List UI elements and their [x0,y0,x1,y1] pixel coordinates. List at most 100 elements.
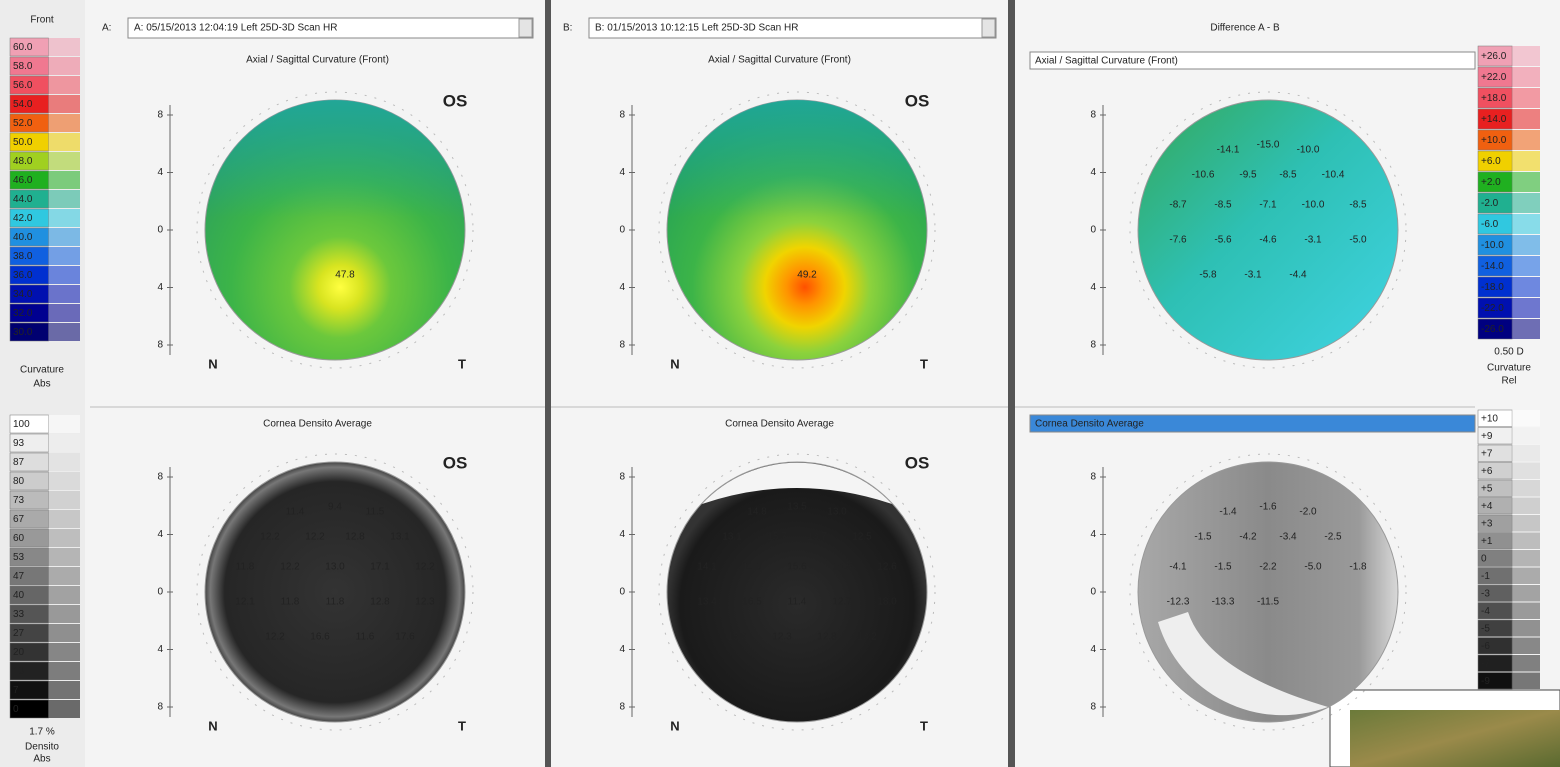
top-map-title: Axial / Sagittal Curvature (Front) [246,55,389,66]
scale-swatch-tail [1512,445,1540,462]
scale-swatch-tail [49,95,81,113]
scale-label: -14.0 [1481,261,1504,272]
scale-label: 30.0 [13,327,33,338]
scale-label: 73 [13,495,25,506]
scale-swatch-tail [49,548,81,566]
scale-swatch-tail [1512,214,1540,234]
scale-label: 27 [13,628,25,639]
scale-swatch-tail [49,133,81,151]
curvature-value: -10.0 [1302,200,1325,211]
curvature-value: -15.0 [1257,140,1280,151]
scale-label: 40 [13,590,25,601]
eye-label: OS [443,453,468,472]
scale-label: 56.0 [13,80,33,91]
scale-swatch-tail [49,114,81,132]
scale-label: 50.0 [13,137,33,148]
density-value: 11.5 [366,507,385,518]
scale-label: 60 [13,533,25,544]
density-value: -1.8 [1349,562,1367,573]
scale-swatch-tail [1512,298,1540,318]
axis-label: 8 [1090,702,1096,713]
curvature-value: -3.1 [1244,270,1262,281]
axis-label: 8 [619,472,625,483]
density-value: 9.4 [328,502,342,513]
scale-swatch-tail [49,247,81,265]
axis-label: 0 [619,587,625,598]
curvature-value: -8.5 [1214,200,1232,211]
scale-label: +26.0 [1481,51,1507,62]
density-value: 15.5 [832,562,852,573]
scale-label: -4 [1481,606,1490,617]
density-value: 11.8 [236,562,255,573]
scale-label: 48.0 [13,156,33,167]
axis-label: 0 [619,225,625,236]
scale-swatch-tail [1512,480,1540,497]
scale-swatch-tail [49,586,81,604]
scale-swatch-tail [1512,277,1540,297]
scale-unit: Densito [25,742,59,753]
axis-label: 8 [1090,110,1096,121]
density-value: 12.8 [345,532,365,543]
scale-label: 44.0 [13,194,33,205]
axis-label: 8 [619,340,625,351]
scale-swatch-tail [49,605,81,623]
scale-swatch-tail [1512,620,1540,637]
temporal-label: T [458,356,466,371]
bottom-map-title: Cornea Densito Average [263,419,372,430]
scale-unit: Curvature [1487,363,1531,374]
scale-label: -2.0 [1481,198,1499,209]
axis-label: 0 [1090,225,1096,236]
scale-swatch-tail [1512,193,1540,213]
scale-swatch-tail [1512,319,1540,339]
density-value: -1.6 [1259,502,1277,513]
scale-mode: Abs [33,754,50,765]
scale-swatch-tail [1512,151,1540,171]
curvature-value: 47.8 [335,270,355,281]
density-value: 12.8 [370,597,390,608]
scale-unit: Curvature [20,365,64,376]
scale-swatch-tail [1512,515,1540,532]
density-value: 13.4 [697,597,717,608]
scale-label: 20 [13,647,25,658]
density-value: 14.1 [697,562,717,573]
scale-mode: Rel [1501,376,1516,387]
scale-swatch-tail [1512,235,1540,255]
axis-label: 0 [1090,587,1096,598]
panel-label: B: [563,23,572,34]
scale-label: 47 [13,571,25,582]
scale-swatch-tail [49,285,81,303]
curvature-value: -14.1 [1217,145,1240,156]
curvature-value: -4.6 [1259,235,1277,246]
axis-label: 8 [619,110,625,121]
map-dropdown-text: Cornea Densito Average [1035,419,1144,430]
curvature-value: -8.5 [1279,170,1297,181]
dropdown-button[interactable] [982,19,995,37]
axis-label: 8 [1090,340,1096,351]
panel-label: A: [102,23,111,34]
density-value: -11.5 [1257,597,1279,608]
axis-label: 8 [1090,472,1096,483]
scale-label: 33 [13,609,25,620]
dropdown-button[interactable] [519,19,532,37]
nasal-label: N [208,718,217,733]
scale-label: +2.0 [1481,177,1501,188]
scale-label: -18.0 [1481,282,1504,293]
scale-swatch-tail [1512,88,1540,108]
scale-label: 13 [13,666,25,677]
density-value: 16.5 [742,597,762,608]
map-overlay [205,100,465,360]
eye-label: OS [905,453,930,472]
scale-label: 0 [13,704,19,715]
density-value: 15.6 [787,562,807,573]
scale-swatch-tail [49,510,81,528]
scale-swatch-tail [49,323,81,341]
scale-swatch-tail [1512,428,1540,445]
scale-swatch-tail [1512,109,1540,129]
scale-swatch-tail [49,171,81,189]
scale-swatch-tail [49,643,81,661]
axis-label: 4 [1090,529,1096,540]
density-value: 14.8 [747,507,767,518]
density-value: -2.2 [1259,562,1277,573]
curvature-value: -3.1 [1304,235,1322,246]
top-map-title: Axial / Sagittal Curvature (Front) [708,55,851,66]
